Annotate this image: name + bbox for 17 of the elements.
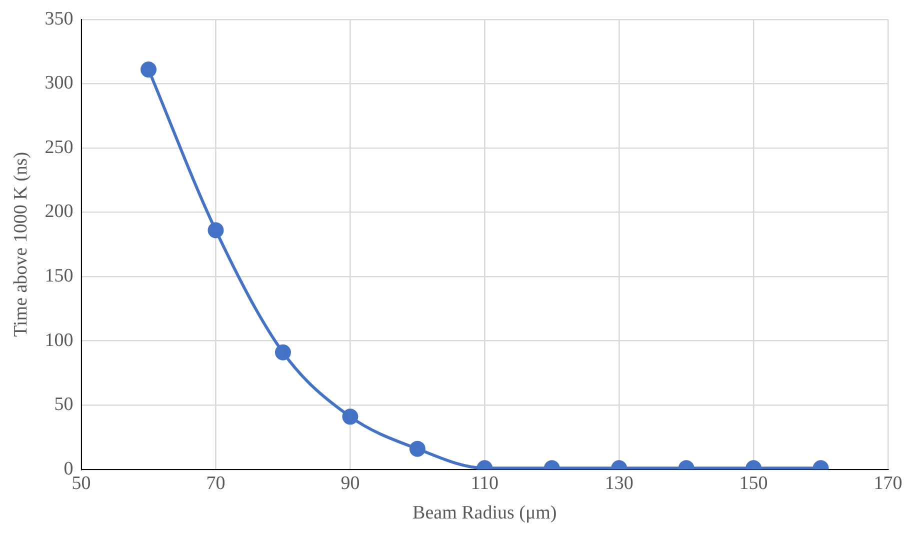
x-axis-title: Beam Radius (μm): [412, 502, 557, 524]
x-tick-label: 50: [72, 472, 91, 494]
y-tick-label: 350: [44, 8, 74, 30]
y-tick-label: 150: [44, 266, 74, 287]
x-tick-label: 150: [739, 472, 768, 494]
y-tick-label: 50: [54, 394, 74, 416]
x-tick-label: 130: [604, 472, 634, 494]
x-tick-label: 170: [874, 472, 902, 494]
y-tick-label: 0: [64, 458, 74, 480]
y-tick-label: 200: [44, 201, 74, 222]
x-tick-label: 90: [340, 472, 360, 494]
y-tick-label: 100: [44, 330, 74, 351]
y-tick-label: 250: [44, 136, 74, 158]
x-tick-label: 110: [470, 472, 499, 494]
y-axis-title: Time above 1000 K (ns): [10, 152, 32, 337]
x-tick-label: 70: [206, 472, 226, 494]
y-tick-label: 300: [44, 72, 74, 94]
